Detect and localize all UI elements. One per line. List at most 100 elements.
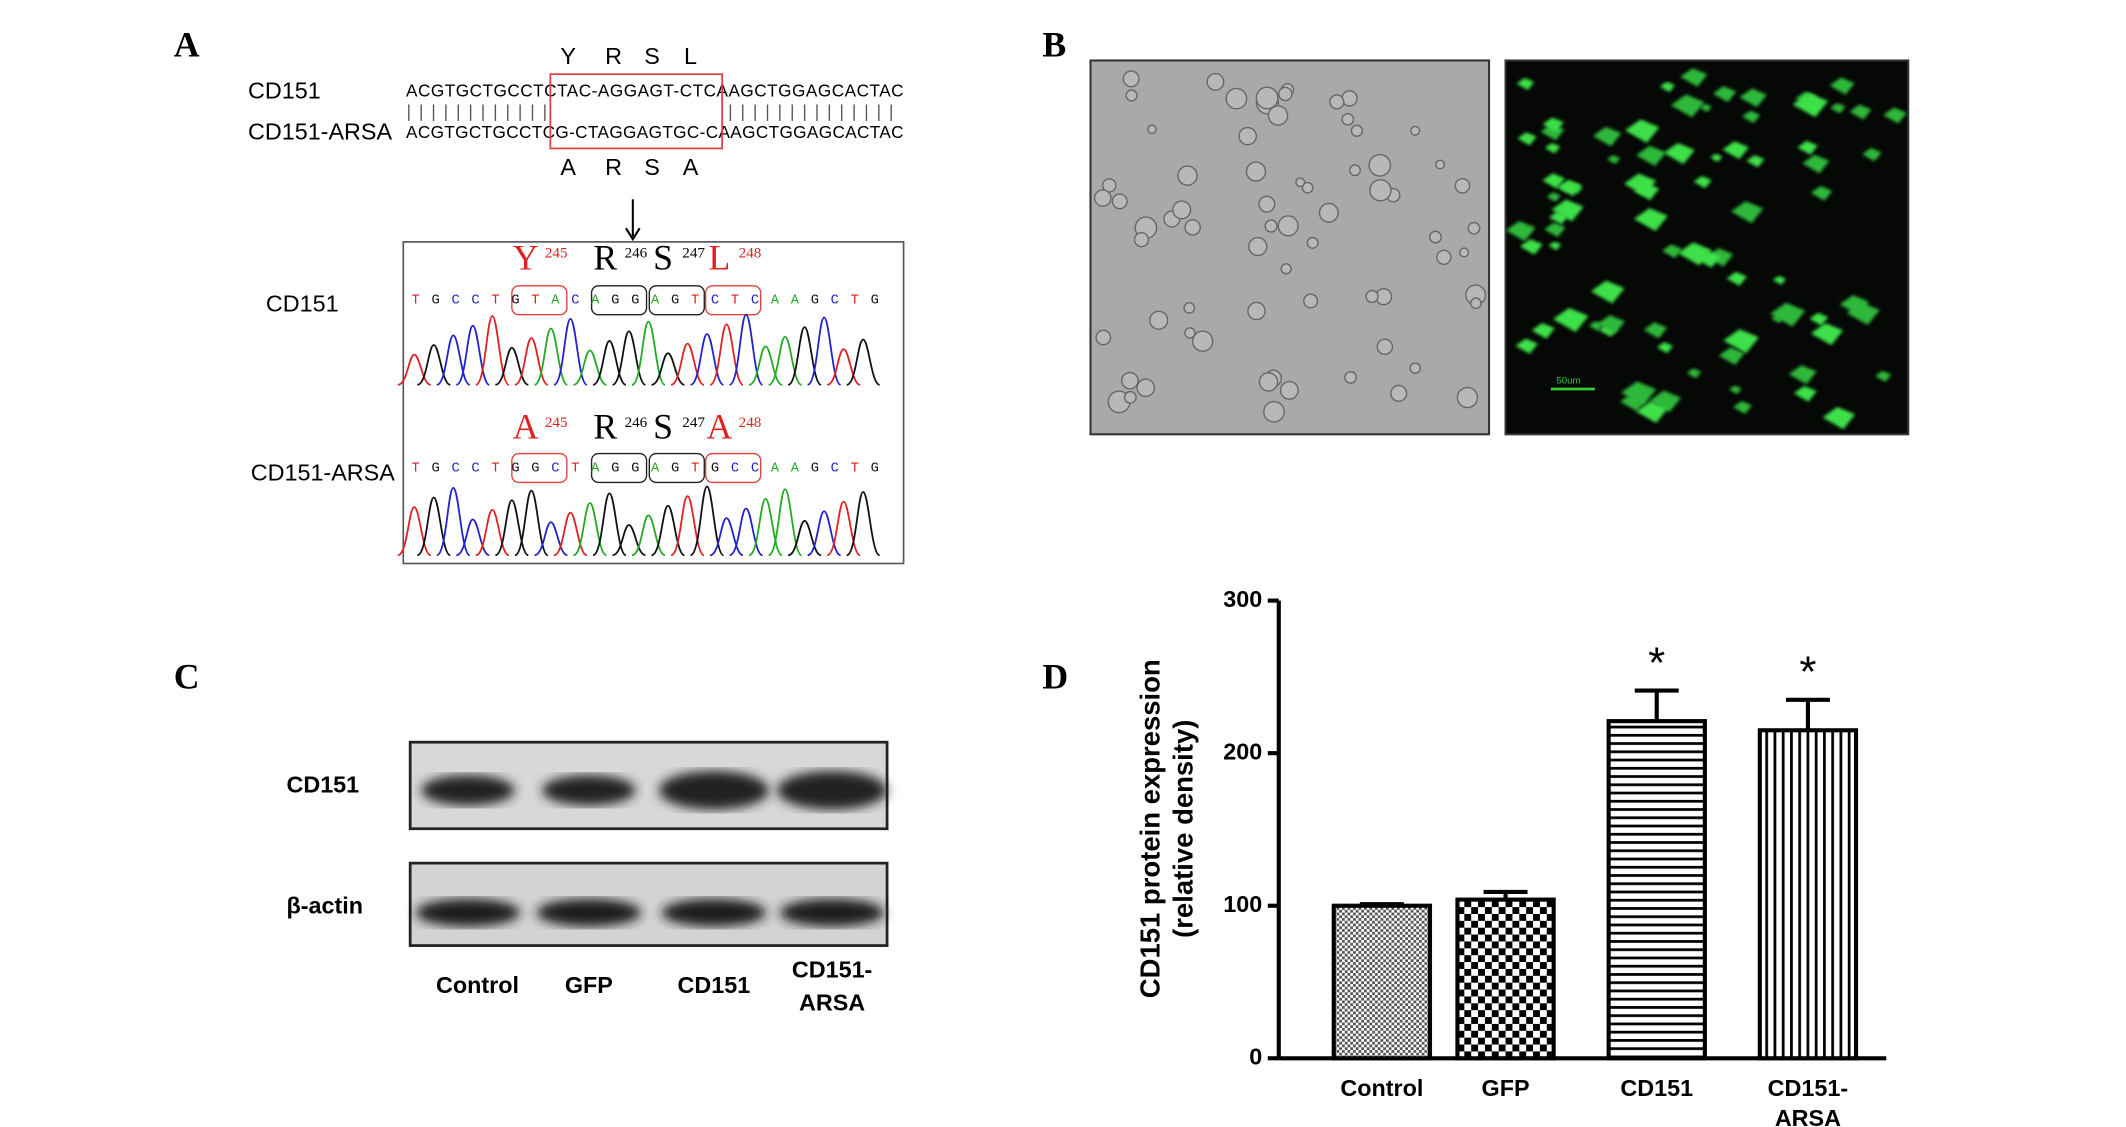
gfp-cell: [1517, 132, 1537, 146]
residue-position: 247: [682, 415, 705, 431]
cell: [1133, 232, 1150, 248]
cell: [1410, 125, 1421, 136]
cell: [1248, 236, 1268, 257]
trace: [573, 349, 607, 386]
gfp-cell: [1663, 143, 1695, 165]
band: [661, 898, 767, 927]
residue: Y: [513, 237, 539, 277]
cell: [1409, 362, 1422, 374]
cell: [1183, 301, 1196, 314]
bar: [1757, 728, 1859, 1061]
panel-label: C: [174, 657, 200, 697]
trace: [670, 342, 705, 386]
gfp-cell: [1686, 368, 1702, 379]
gfp-cell: [1733, 401, 1752, 414]
cell: [1177, 165, 1198, 186]
codon-box: [704, 285, 762, 316]
amino-acid: S: [644, 154, 660, 180]
cell: [1136, 378, 1156, 398]
trace: [475, 509, 510, 557]
trace: [826, 500, 861, 557]
gfp-cell: [1797, 140, 1818, 155]
cell: [1122, 70, 1140, 88]
cell: [1093, 189, 1112, 207]
cell: [1125, 89, 1138, 102]
gfp-cell: [1830, 102, 1846, 114]
trace: [534, 521, 568, 557]
gfp-cell: [1636, 145, 1666, 167]
gfp-cell: [1746, 155, 1765, 168]
residue-position: 246: [625, 246, 648, 262]
gfp-cell: [1849, 104, 1872, 120]
gfp-cell: [1718, 347, 1745, 365]
trace: [436, 487, 471, 557]
cell: [1121, 371, 1139, 390]
gfp-cell: [1597, 315, 1625, 334]
gfp-cell: [1515, 338, 1538, 354]
trace: [553, 317, 588, 386]
trace: [729, 313, 764, 386]
trace: [495, 346, 529, 386]
codon-box: [648, 285, 705, 316]
cell: [1247, 301, 1266, 321]
cell: [1329, 94, 1345, 110]
residue-position: 246: [625, 415, 648, 431]
cell: [1277, 215, 1299, 237]
gfp-cell: [1624, 173, 1657, 196]
cell: [1147, 124, 1157, 135]
y-tick-label: 100: [1223, 891, 1262, 917]
residue: S: [653, 237, 673, 277]
lane-label: Control: [436, 972, 519, 998]
band: [658, 771, 769, 810]
cell: [1368, 153, 1392, 177]
gfp-cell: [1670, 94, 1705, 118]
amino-acid: A: [560, 154, 576, 180]
gfp-cell: [1557, 179, 1582, 197]
trace: [787, 326, 822, 386]
lane-label: GFP: [565, 972, 613, 998]
chrom-label: CD151-ARSA: [251, 459, 396, 485]
gfp-cell: [1634, 208, 1668, 232]
trace: [807, 316, 842, 386]
trace: [533, 327, 569, 386]
band: [542, 775, 636, 806]
cell: [1454, 177, 1471, 194]
gfp-cell: [1883, 107, 1907, 124]
cell: [1279, 380, 1299, 400]
trace: [729, 507, 764, 557]
gfp-cell: [1839, 295, 1869, 315]
gfp-cell: [1551, 199, 1584, 222]
scale-bar-label: 50um: [1556, 375, 1580, 386]
significance: *: [1799, 648, 1816, 697]
gfp-cell: [1726, 271, 1747, 286]
cell: [1191, 330, 1214, 352]
trace: [514, 489, 549, 557]
trace: [631, 514, 666, 557]
gfp-cell: [1548, 211, 1569, 225]
trace: [592, 492, 627, 557]
gfp-cell: [1712, 86, 1737, 103]
gfp-cell: [1542, 173, 1565, 189]
residue: S: [653, 406, 673, 446]
cell: [1369, 179, 1392, 202]
cell: [1267, 105, 1289, 126]
bar: [1331, 903, 1433, 1061]
gfp-cell: [1810, 323, 1844, 346]
residue-position: 245: [545, 415, 568, 431]
cell: [1258, 372, 1279, 392]
amino-acid: A: [683, 154, 699, 180]
cell: [1255, 86, 1279, 110]
trace: [748, 498, 783, 557]
trace: [573, 502, 607, 557]
codon-box: [590, 452, 648, 484]
residue: R: [593, 237, 617, 277]
bands: [415, 771, 888, 927]
cell: [1245, 161, 1267, 182]
band: [779, 898, 885, 927]
gfp-cell: [1699, 103, 1712, 112]
band: [777, 771, 888, 810]
trace: [709, 323, 744, 386]
